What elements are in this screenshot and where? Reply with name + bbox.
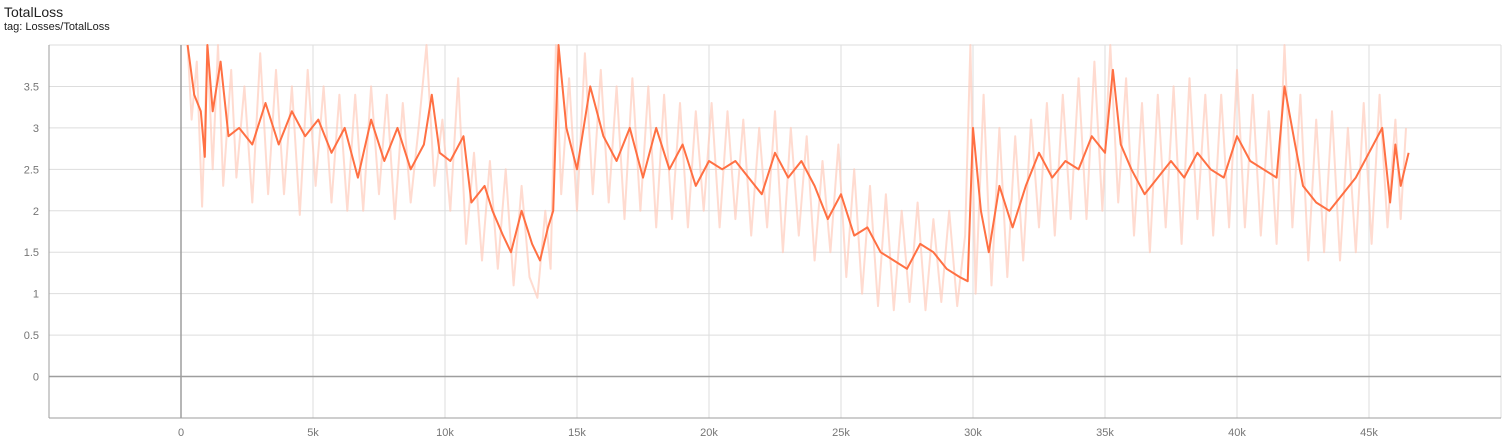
x-tick-label: 15k [568,427,586,439]
grid-lines [49,44,1502,418]
axes [48,45,1501,419]
x-tick-label: 45k [1360,427,1378,439]
x-tick-label: 20k [700,427,718,439]
x-tick-label: 30k [964,427,982,439]
x-tick-label: 40k [1228,427,1246,439]
y-tick-label: 0 [33,372,39,384]
y-tick-label: 3.5 [24,81,39,93]
y-tick-label: 1 [33,289,39,301]
chart-tag: tag: Losses/TotalLoss [4,21,110,33]
y-tick-label: 1.5 [24,247,39,259]
x-tick-label: 35k [1096,427,1114,439]
x-tick-label: 0 [178,427,184,439]
x-tick-label: 5k [307,427,319,439]
y-tick-label: 2.5 [24,164,39,176]
smoothed-series-line [186,44,1410,283]
chart-title: TotalLoss [4,4,64,20]
x-tick-label: 10k [436,427,454,439]
tick-labels: 0 0.5 1 1.5 2 2.5 3 3.5 0 5k 10k 15k 20k 25k 30k 35k 40k… [24,81,1379,439]
chart-header: TotalLoss tag: Losses/TotalLoss [4,4,110,34]
y-tick-label: 3 [33,123,39,135]
smoothed-series-layer [186,44,1410,283]
y-tick-label: 0.5 [24,330,39,342]
x-tick-label: 25k [832,427,850,439]
y-tick-label: 2 [33,206,39,218]
